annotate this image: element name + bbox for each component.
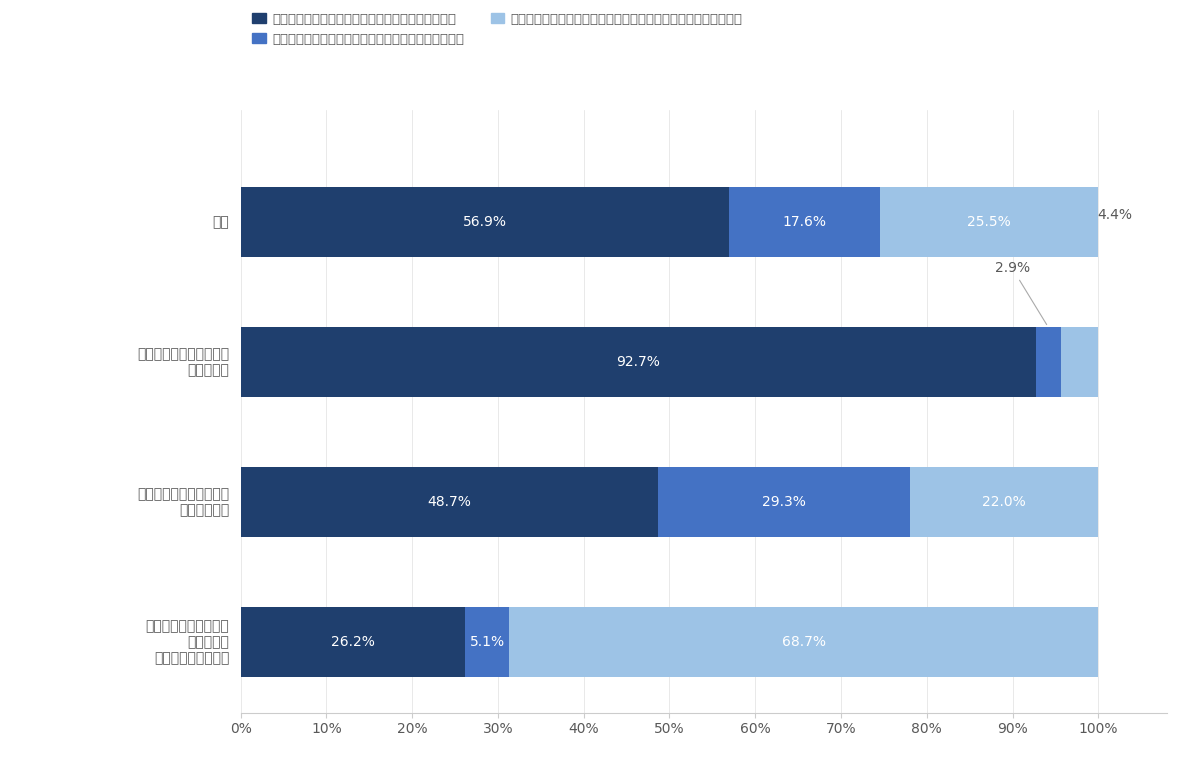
Bar (729, 186, 879, 257)
Text: 25.5%: 25.5% (967, 215, 1011, 229)
Text: 4.4%: 4.4% (1097, 207, 1132, 222)
Text: 68.7%: 68.7% (782, 636, 825, 649)
Bar (241, 327, 1036, 397)
Bar (509, 608, 1098, 677)
Legend: マンションの資産価値向上に比較的取り組んでいる, マンションの資産価値向上にあまり取り組んでいない, どちらともいえない・分からない（マンションの資産価値向上）: マンションの資産価値向上に比較的取り組んでいる, マンションの資産価値向上にあま… (247, 8, 748, 51)
Bar (1036, 327, 1061, 397)
Bar (879, 186, 1098, 257)
Text: 2.9%: 2.9% (995, 261, 1047, 325)
Bar (241, 608, 466, 677)
Text: 29.3%: 29.3% (761, 495, 806, 509)
Bar (241, 186, 729, 257)
Bar (466, 608, 509, 677)
Text: 5.1%: 5.1% (469, 636, 505, 649)
Bar (909, 467, 1098, 537)
Bar (658, 467, 909, 537)
Text: 56.9%: 56.9% (463, 215, 506, 229)
Text: 22.0%: 22.0% (982, 495, 1026, 509)
Text: 26.2%: 26.2% (331, 636, 375, 649)
Bar (1061, 327, 1098, 397)
Bar (241, 467, 658, 537)
Text: 48.7%: 48.7% (427, 495, 472, 509)
Text: 17.6%: 17.6% (782, 215, 826, 229)
Text: 92.7%: 92.7% (616, 355, 660, 369)
